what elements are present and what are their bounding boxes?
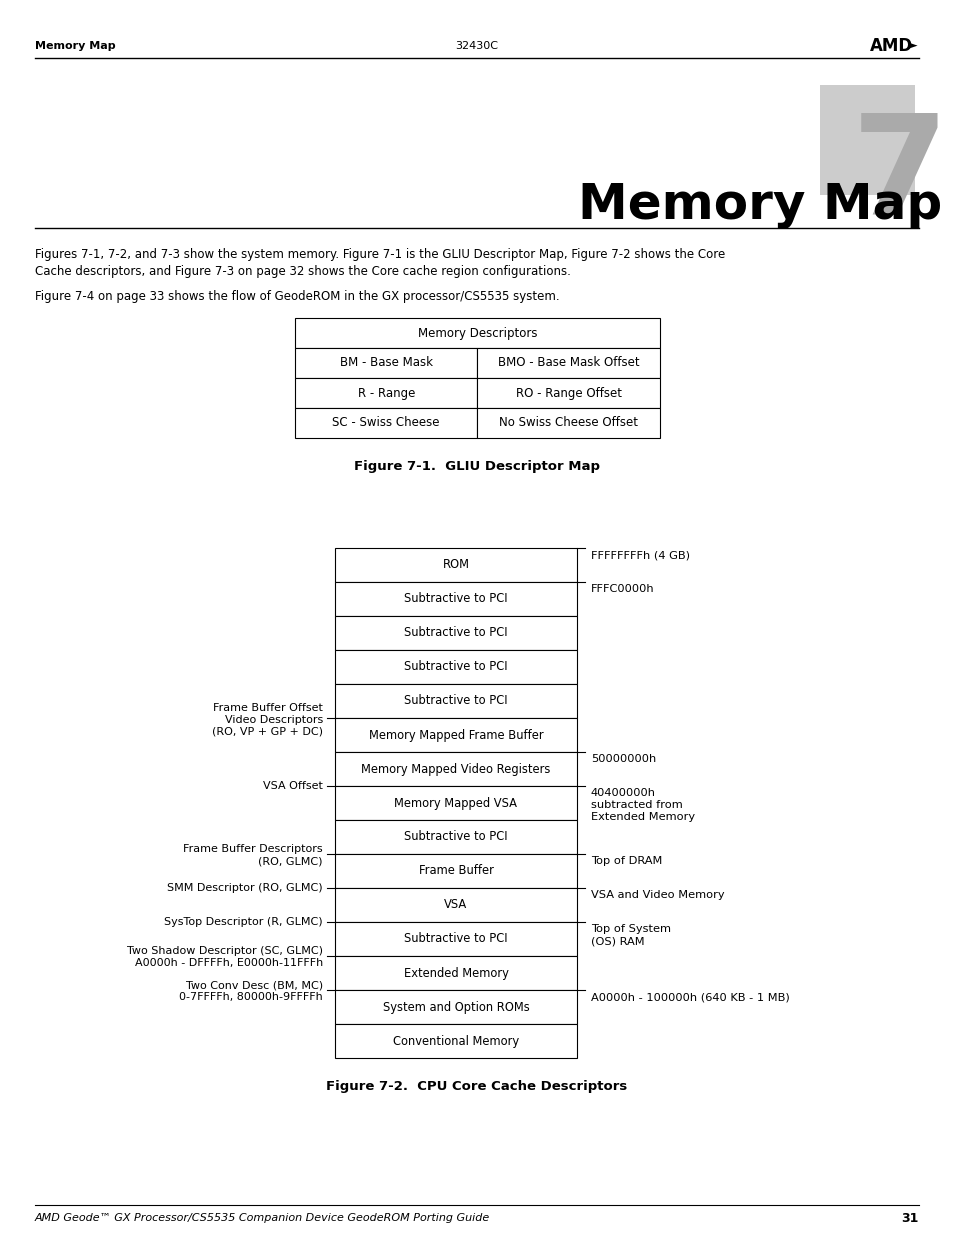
Text: Video Descriptors: Video Descriptors: [225, 715, 323, 725]
Text: (RO, GLMC): (RO, GLMC): [258, 856, 323, 866]
Text: SMM Descriptor (RO, GLMC): SMM Descriptor (RO, GLMC): [167, 883, 323, 893]
Text: Cache descriptors, and Figure 7-3 on page 32 shows the Core cache region configu: Cache descriptors, and Figure 7-3 on pag…: [35, 266, 570, 278]
Text: subtracted from: subtracted from: [590, 800, 682, 810]
Bar: [335, 582, 577, 616]
Bar: [335, 956, 577, 990]
Text: (RO, VP + GP + DC): (RO, VP + GP + DC): [212, 727, 323, 737]
Bar: [294, 378, 477, 408]
Text: Frame Buffer: Frame Buffer: [418, 864, 493, 878]
Text: Subtractive to PCI: Subtractive to PCI: [404, 626, 507, 640]
Text: R - Range: R - Range: [357, 387, 415, 399]
Text: Extended Memory: Extended Memory: [590, 811, 695, 823]
Text: BMO - Base Mask Offset: BMO - Base Mask Offset: [497, 357, 639, 369]
Text: 50000000h: 50000000h: [590, 755, 656, 764]
Bar: [477, 378, 659, 408]
Text: Top of System: Top of System: [590, 924, 670, 934]
Text: FFFC0000h: FFFC0000h: [590, 584, 654, 594]
Bar: [335, 752, 577, 785]
Bar: [335, 785, 577, 820]
Text: Memory Mapped Frame Buffer: Memory Mapped Frame Buffer: [368, 729, 543, 741]
Bar: [335, 990, 577, 1024]
Text: Top of DRAM: Top of DRAM: [590, 856, 661, 866]
Text: Subtractive to PCI: Subtractive to PCI: [404, 932, 507, 946]
Bar: [335, 888, 577, 923]
Text: Memory Mapped VSA: Memory Mapped VSA: [395, 797, 517, 809]
Text: Memory Map: Memory Map: [578, 182, 942, 228]
Bar: [335, 548, 577, 582]
Text: BM - Base Mask: BM - Base Mask: [339, 357, 433, 369]
Text: (OS) RAM: (OS) RAM: [590, 936, 644, 946]
Bar: [477, 348, 659, 378]
Bar: [335, 718, 577, 752]
Text: VSA and Video Memory: VSA and Video Memory: [590, 890, 724, 900]
Text: 7: 7: [851, 107, 947, 242]
Text: SC - Swiss Cheese: SC - Swiss Cheese: [333, 416, 439, 430]
Text: 31: 31: [901, 1212, 918, 1224]
Text: System and Option ROMs: System and Option ROMs: [382, 1000, 529, 1014]
Text: SysTop Descriptor (R, GLMC): SysTop Descriptor (R, GLMC): [164, 918, 323, 927]
Bar: [335, 853, 577, 888]
Bar: [294, 348, 477, 378]
Text: VSA Offset: VSA Offset: [263, 781, 323, 790]
Text: ROM: ROM: [442, 558, 469, 572]
Text: Figure 7-2.  CPU Core Cache Descriptors: Figure 7-2. CPU Core Cache Descriptors: [326, 1079, 627, 1093]
Text: Subtractive to PCI: Subtractive to PCI: [404, 694, 507, 708]
Text: Figure 7-4 on page 33 shows the flow of GeodeROM in the GX processor/CS5535 syst: Figure 7-4 on page 33 shows the flow of …: [35, 290, 559, 303]
Text: Conventional Memory: Conventional Memory: [393, 1035, 518, 1047]
Bar: [294, 317, 659, 348]
Bar: [477, 408, 659, 438]
Bar: [294, 408, 477, 438]
Text: Memory Mapped Video Registers: Memory Mapped Video Registers: [361, 762, 550, 776]
Text: Frame Buffer Offset: Frame Buffer Offset: [213, 703, 323, 713]
Bar: [335, 820, 577, 853]
Text: A0000h - 100000h (640 KB - 1 MB): A0000h - 100000h (640 KB - 1 MB): [590, 992, 789, 1002]
Text: Memory Descriptors: Memory Descriptors: [417, 326, 537, 340]
Text: No Swiss Cheese Offset: No Swiss Cheese Offset: [498, 416, 638, 430]
Text: Figures 7-1, 7-2, and 7-3 show the system memory. Figure 7-1 is the GLIU Descrip: Figures 7-1, 7-2, and 7-3 show the syste…: [35, 248, 724, 261]
Text: AMD: AMD: [869, 37, 912, 56]
Bar: [335, 650, 577, 684]
Text: FFFFFFFFh (4 GB): FFFFFFFFh (4 GB): [590, 550, 689, 559]
Text: Frame Buffer Descriptors: Frame Buffer Descriptors: [183, 844, 323, 853]
Bar: [335, 684, 577, 718]
Text: 0-7FFFFh, 80000h-9FFFFh: 0-7FFFFh, 80000h-9FFFFh: [179, 992, 323, 1002]
Text: RO - Range Offset: RO - Range Offset: [516, 387, 621, 399]
Text: 32430C: 32430C: [455, 41, 498, 51]
Text: Subtractive to PCI: Subtractive to PCI: [404, 661, 507, 673]
Text: 40400000h: 40400000h: [590, 788, 656, 798]
Text: ►: ►: [907, 40, 917, 53]
Text: Two Shadow Descriptor (SC, GLMC): Two Shadow Descriptor (SC, GLMC): [127, 946, 323, 956]
Bar: [820, 85, 914, 195]
Bar: [335, 1024, 577, 1058]
Text: Extended Memory: Extended Memory: [403, 967, 508, 979]
Text: VSA: VSA: [444, 899, 467, 911]
Text: Two Conv Desc (BM, MC): Two Conv Desc (BM, MC): [186, 981, 323, 990]
Bar: [335, 923, 577, 956]
Text: AMD Geode™ GX Processor/CS5535 Companion Device GeodeROM Porting Guide: AMD Geode™ GX Processor/CS5535 Companion…: [35, 1213, 490, 1223]
Text: Figure 7-1.  GLIU Descriptor Map: Figure 7-1. GLIU Descriptor Map: [354, 459, 599, 473]
Text: Subtractive to PCI: Subtractive to PCI: [404, 593, 507, 605]
Text: A0000h - DFFFFh, E0000h-11FFFh: A0000h - DFFFFh, E0000h-11FFFh: [134, 958, 323, 968]
Bar: [335, 616, 577, 650]
Text: Subtractive to PCI: Subtractive to PCI: [404, 830, 507, 844]
Text: Memory Map: Memory Map: [35, 41, 115, 51]
